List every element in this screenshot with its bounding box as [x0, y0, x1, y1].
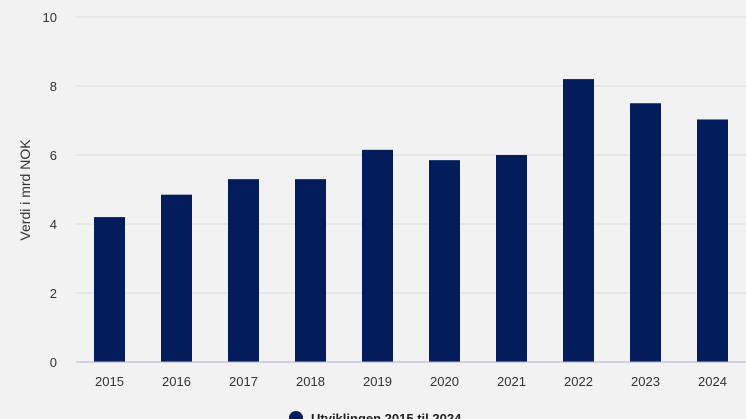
y-axis-tick-labels: 0 2 4 6 8 10	[43, 10, 57, 370]
y-tick-label: 2	[50, 286, 57, 301]
y-tick-label: 10	[43, 10, 57, 25]
x-tick-label: 2023	[631, 374, 660, 389]
bar-2024[interactable]	[697, 119, 728, 362]
y-tick-label: 6	[50, 148, 57, 163]
x-tick-label: 2016	[162, 374, 191, 389]
y-tick-label: 4	[50, 217, 57, 232]
x-tick-label: 2019	[363, 374, 392, 389]
legend-marker	[289, 411, 303, 419]
bar-2016[interactable]	[161, 194, 192, 362]
bar-2019[interactable]	[362, 149, 393, 362]
bar-2015[interactable]	[94, 217, 125, 362]
legend-label: Utviklingen 2015 til 2024	[311, 411, 462, 419]
x-tick-label: 2017	[229, 374, 258, 389]
y-tick-label: 0	[50, 355, 57, 370]
y-axis-title: Verdi i mrd NOK	[17, 139, 33, 241]
x-tick-label: 2015	[95, 374, 124, 389]
bar-2023[interactable]	[630, 103, 661, 362]
y-tick-label: 8	[50, 79, 57, 94]
bar-2018[interactable]	[295, 179, 326, 362]
x-tick-label: 2024	[698, 374, 727, 389]
bar-2021[interactable]	[496, 155, 527, 362]
x-tick-label: 2020	[430, 374, 459, 389]
x-axis-tick-labels: 2015 2016 2017 2018 2019 2020 2021 2022 2023 2024	[95, 374, 727, 389]
bar-2022[interactable]	[563, 79, 594, 362]
x-tick-label: 2021	[497, 374, 526, 389]
legend[interactable]: Utviklingen 2015 til 2024	[289, 411, 462, 419]
bars	[94, 79, 728, 362]
x-tick-label: 2018	[296, 374, 325, 389]
x-tick-label: 2022	[564, 374, 593, 389]
bar-2020[interactable]	[429, 160, 460, 362]
bar-2017[interactable]	[228, 179, 259, 362]
